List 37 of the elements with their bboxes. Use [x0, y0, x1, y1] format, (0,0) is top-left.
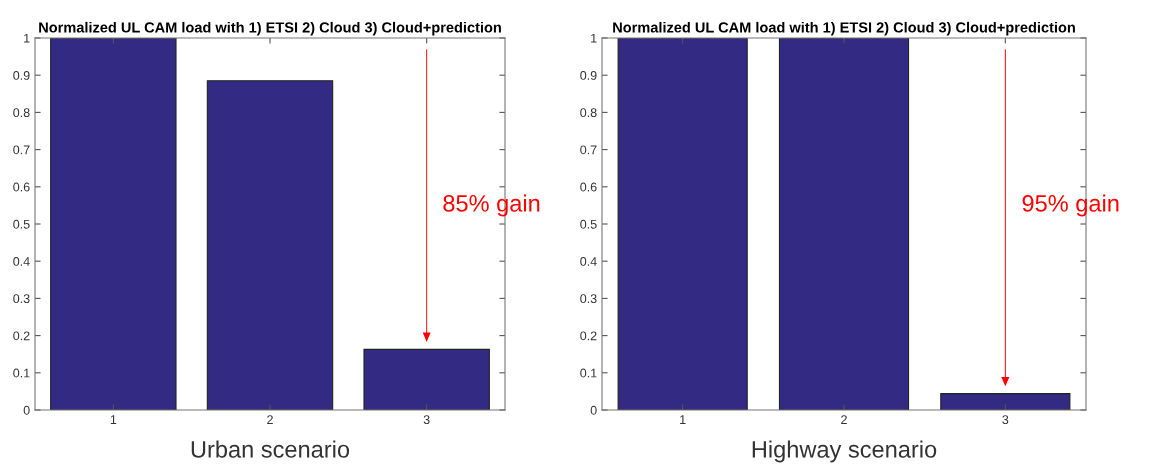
y-tick-label: 0.7 [580, 145, 597, 155]
y-tick-label: 0.1 [13, 368, 30, 378]
y-tick-label: 0.9 [580, 71, 597, 80]
x-axis-title: Urban scenario [191, 440, 350, 458]
y-tick-label: 0.5 [580, 219, 597, 229]
y-tick-label: 0.6 [580, 182, 597, 192]
y-tick-label: 0.3 [13, 294, 30, 304]
bar [50, 38, 177, 410]
y-tick-label: 0.1 [580, 368, 597, 378]
y-tick-label: 0.4 [13, 257, 30, 266]
x-tick-label: 2 [841, 415, 847, 424]
x-tick-label: 2 [267, 415, 273, 424]
annotation: 85% gain [443, 194, 540, 217]
y-tick-label: 0.6 [13, 182, 30, 192]
y-tick-label: 1 [24, 33, 30, 43]
y-tick-label: 1 [591, 33, 597, 43]
y-tick-label: 0.2 [13, 331, 30, 341]
x-tick-label: 1 [110, 415, 117, 424]
y-tick-label: 0.8 [13, 108, 30, 118]
chart-title: Normalized UL CAM load with 1) ETSI 2) Cloud 3) Cloud+prediction [39, 21, 501, 36]
y-tick-label: 0.8 [580, 108, 597, 118]
annotation: 95% gain [1022, 194, 1119, 217]
y-tick-label: 0 [590, 405, 597, 415]
bar [206, 80, 334, 410]
bar [363, 348, 490, 410]
y-tick-label: 0.7 [13, 145, 30, 155]
y-tick-label: 0.9 [13, 71, 30, 80]
y-tick-label: 0.2 [580, 331, 597, 341]
chart-title: Normalized UL CAM load with 1) ETSI 2) Cloud 3) Cloud+prediction [613, 21, 1075, 36]
x-axis-title: Highway scenario [752, 440, 937, 463]
y-tick-label: 0.5 [13, 219, 30, 229]
y-tick-label: 0.3 [580, 294, 597, 304]
y-tick-label: 0 [23, 405, 30, 415]
x-tick-label: 1 [680, 415, 686, 424]
x-tick-label: 3 [423, 415, 430, 425]
x-tick-label: 3 [1002, 415, 1009, 425]
y-tick-label: 0.4 [580, 257, 597, 266]
